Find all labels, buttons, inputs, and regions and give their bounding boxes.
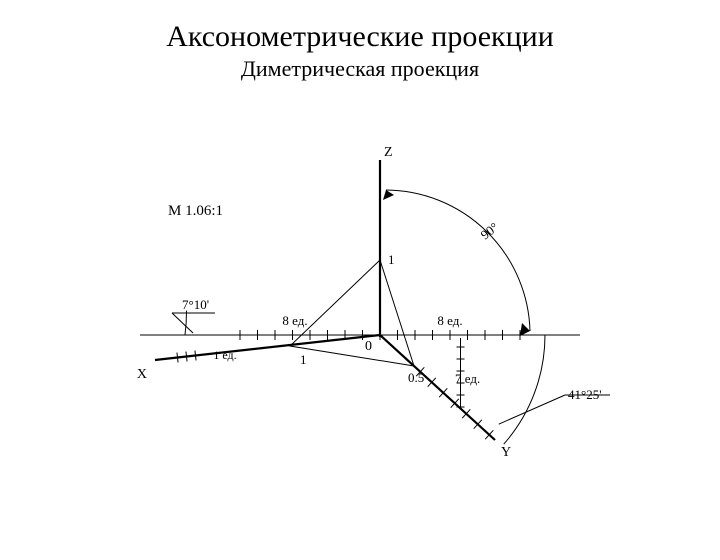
label-z1: 1 <box>388 252 395 267</box>
axis-label-z: Z <box>384 145 393 160</box>
diagram: Z X Y 0 M 1.06:1 8 ед. 8 ед. 1 ед. 7 ед. 1 1 0.5 90°… <box>0 130 720 560</box>
axis-label-x: X <box>137 367 147 382</box>
label-7ed: 7 ед. <box>455 371 480 386</box>
label-8ed-right: 8 ед. <box>437 313 462 328</box>
label-y05: 0.5 <box>408 370 424 385</box>
page-title: Аксонометрические проекции <box>0 20 720 54</box>
label-90deg: 90° <box>478 219 502 242</box>
page-subtitle: Диметрическая проекция <box>0 56 720 82</box>
label-x1: 1 <box>300 352 307 367</box>
axis-label-y: Y <box>501 445 511 460</box>
label-7-10: 7°10' <box>182 297 209 312</box>
label-41-25: 41°25' <box>568 387 602 402</box>
label-1ed: 1 ед. <box>213 348 236 362</box>
origin-label: 0 <box>365 339 372 354</box>
label-8ed-left: 8 ед. <box>282 313 307 328</box>
scale-label: M 1.06:1 <box>168 203 223 219</box>
